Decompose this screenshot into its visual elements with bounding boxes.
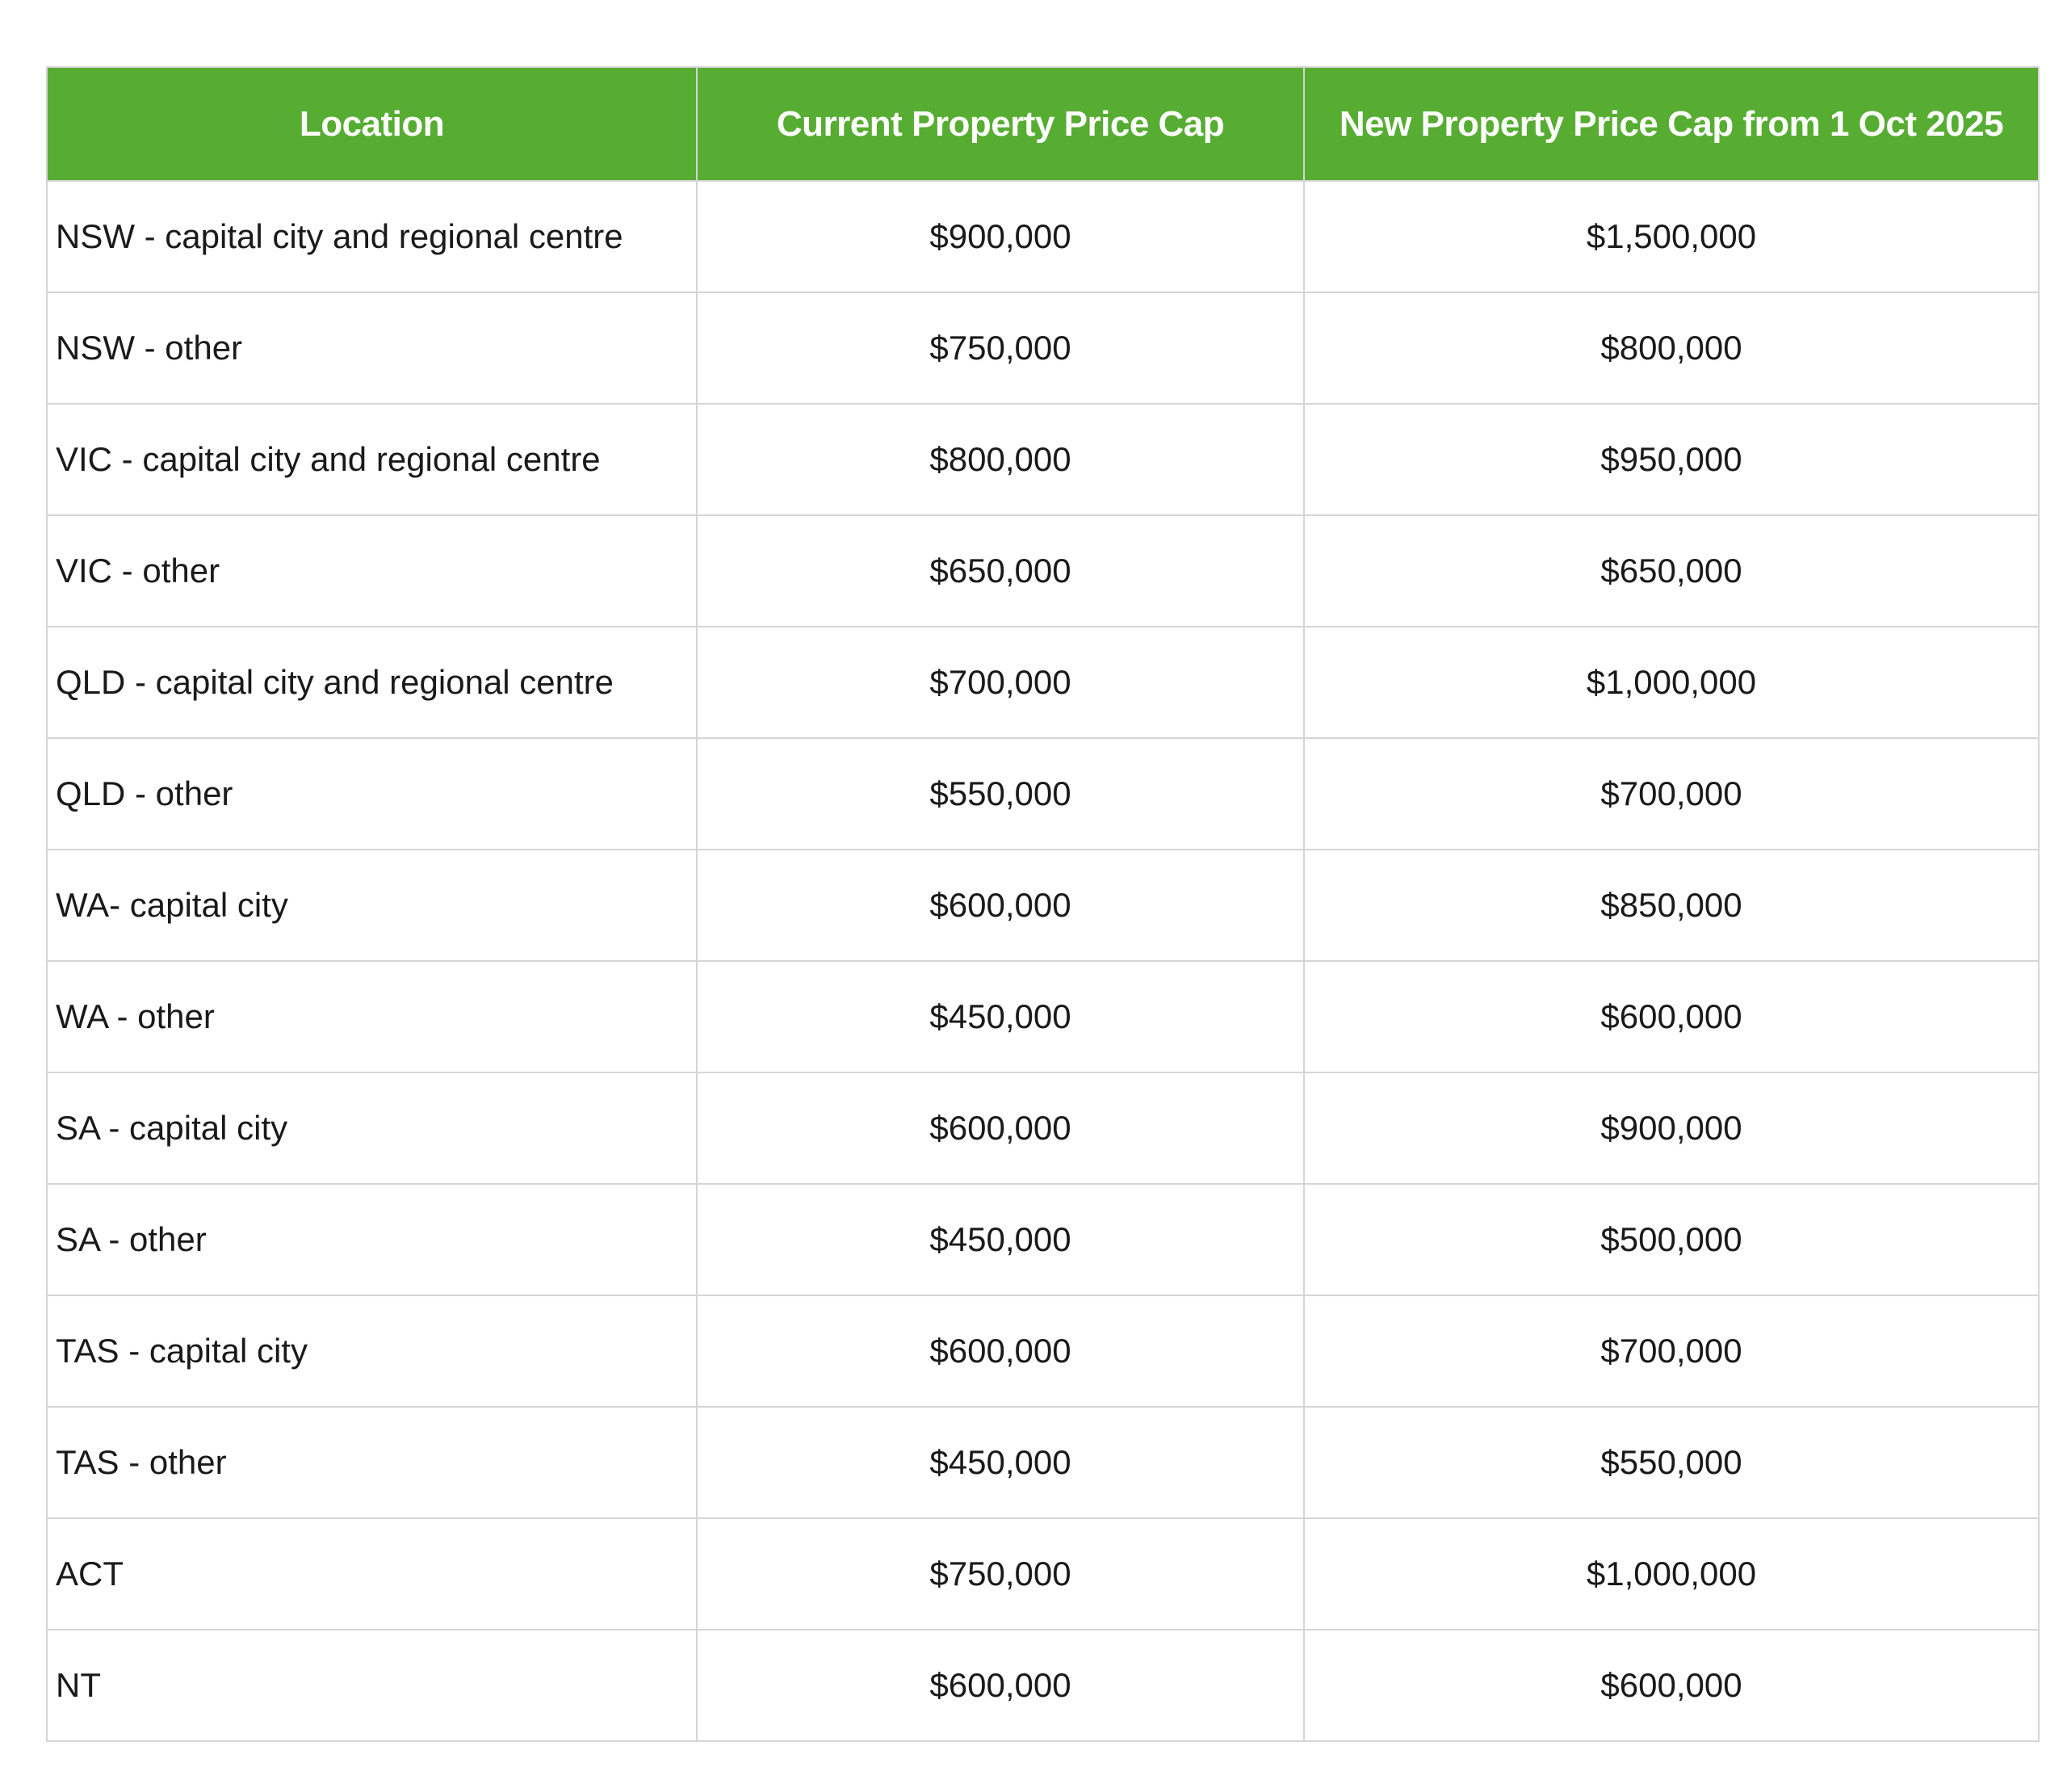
location-cell: NSW - capital city and regional centre [46,180,698,293]
table-row: SA - other $450,000 $500,000 [46,1183,2040,1296]
new-cap-cell: $1,500,000 [1303,180,2040,293]
table-row: TAS - other $450,000 $550,000 [46,1406,2040,1519]
location-cell: WA - other [46,960,698,1073]
current-cap-cell: $450,000 [696,960,1305,1073]
current-cap-cell: $600,000 [696,1072,1305,1185]
current-cap-cell: $750,000 [696,1517,1305,1630]
current-cap-cell: $600,000 [696,1295,1305,1408]
table-row: NSW - other $750,000 $800,000 [46,292,2040,405]
new-cap-cell: $950,000 [1303,403,2040,516]
table-row: NSW - capital city and regional centre $9… [46,180,2040,293]
current-cap-cell: $450,000 [696,1183,1305,1296]
new-cap-cell: $700,000 [1303,737,2040,850]
new-cap-cell: $650,000 [1303,514,2040,627]
table-row: QLD - other $550,000 $700,000 [46,737,2040,850]
table-row: SA - capital city $600,000 $900,000 [46,1072,2040,1185]
current-cap-cell: $550,000 [696,737,1305,850]
location-cell: SA - capital city [46,1072,698,1185]
location-cell: WA- capital city [46,849,698,962]
column-header-current-price-cap: Current Property Price Cap [696,66,1305,182]
table-row: QLD - capital city and regional centre $7… [46,626,2040,739]
table-row: VIC - capital city and regional centre $8… [46,403,2040,516]
current-cap-cell: $900,000 [696,180,1305,293]
new-cap-cell: $800,000 [1303,292,2040,405]
new-cap-cell: $900,000 [1303,1072,2040,1185]
column-header-location: Location [46,66,698,182]
new-cap-cell: $1,000,000 [1303,626,2040,739]
location-cell: NSW - other [46,292,698,405]
column-header-new-price-cap: New Property Price Cap from 1 Oct 2025 [1303,66,2040,182]
current-cap-cell: $800,000 [696,403,1305,516]
new-cap-cell: $600,000 [1303,960,2040,1073]
new-cap-cell: $600,000 [1303,1629,2040,1742]
table-row: WA - other $450,000 $600,000 [46,960,2040,1073]
location-cell: TAS - capital city [46,1295,698,1408]
current-cap-cell: $600,000 [696,849,1305,962]
table-row: WA- capital city $600,000 $850,000 [46,849,2040,962]
current-cap-cell: $600,000 [696,1629,1305,1742]
location-cell: VIC - other [46,514,698,627]
location-cell: NT [46,1629,698,1742]
new-cap-cell: $500,000 [1303,1183,2040,1296]
location-cell: ACT [46,1517,698,1630]
location-cell: QLD - capital city and regional centre [46,626,698,739]
current-cap-cell: $700,000 [696,626,1305,739]
current-cap-cell: $750,000 [696,292,1305,405]
new-cap-cell: $850,000 [1303,849,2040,962]
location-cell: QLD - other [46,737,698,850]
table-row: VIC - other $650,000 $650,000 [46,514,2040,627]
table-row: ACT $750,000 $1,000,000 [46,1517,2040,1630]
table-row: TAS - capital city $600,000 $700,000 [46,1295,2040,1408]
header-row: Location Current Property Price Cap New … [46,66,2040,182]
location-cell: VIC - capital city and regional centre [46,403,698,516]
property-price-cap-table: Location Current Property Price Cap New … [46,66,2040,1742]
current-cap-cell: $650,000 [696,514,1305,627]
new-cap-cell: $550,000 [1303,1406,2040,1519]
location-cell: TAS - other [46,1406,698,1519]
new-cap-cell: $1,000,000 [1303,1517,2040,1630]
current-cap-cell: $450,000 [696,1406,1305,1519]
table-row: NT $600,000 $600,000 [46,1629,2040,1742]
new-cap-cell: $700,000 [1303,1295,2040,1408]
location-cell: SA - other [46,1183,698,1296]
